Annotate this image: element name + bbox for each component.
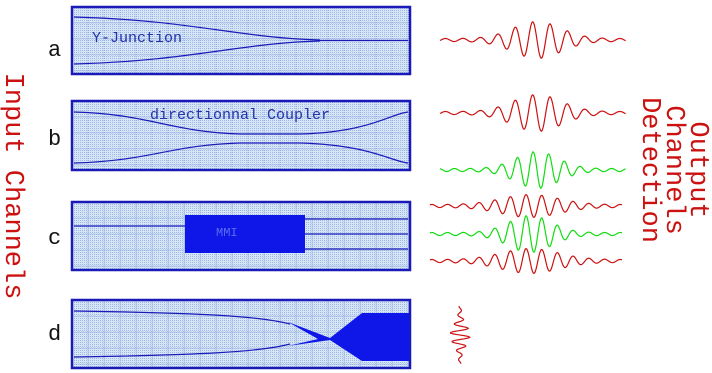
output-label-line-2: Channels <box>658 105 688 235</box>
input-channels-label: Input Channels <box>0 73 27 300</box>
panel-d-upper-guide <box>73 310 291 325</box>
output-waves <box>429 20 626 364</box>
panel-letter-b: b <box>48 127 61 152</box>
wave-packet-c-red <box>429 247 623 275</box>
panel-a-caption: Y-Junction <box>92 30 182 47</box>
panel-d-crossing <box>70 298 412 370</box>
panel-d-lower-guide <box>73 343 291 358</box>
y-junction-lower-arm <box>73 40 321 65</box>
panel-c-mmi: MMI <box>70 200 412 272</box>
panel-b-caption: directionnal Coupler <box>150 107 330 124</box>
panel-c-caption: MMI <box>216 226 238 240</box>
coupler-lower-guide <box>73 142 409 164</box>
wave-packet-b-green <box>439 151 626 190</box>
panel-d-taper <box>288 313 409 361</box>
output-label-line-1: Output <box>682 121 712 218</box>
mmi-block <box>185 215 305 253</box>
panel-letter-d: d <box>48 322 61 347</box>
wave-packet-a-red <box>439 20 626 59</box>
y-junction-upper-arm <box>73 16 321 41</box>
wave-packet-c-green <box>429 214 623 254</box>
wave-packet-d-red <box>449 305 472 364</box>
output-label-line-3: Detection <box>634 97 664 243</box>
output-channels-detection-label: Output Channels Detection <box>634 97 712 243</box>
wave-packet-b-red <box>439 93 626 132</box>
panel-b-directional-coupler: directionnal Coupler <box>70 99 412 172</box>
panel-letter-c: c <box>48 226 61 251</box>
wave-packet-c-red <box>429 193 623 219</box>
panel-a-y-junction: Y-Junction <box>70 5 412 76</box>
coupler-upper-guide <box>73 111 409 135</box>
panel-letter-a: a <box>48 38 61 63</box>
